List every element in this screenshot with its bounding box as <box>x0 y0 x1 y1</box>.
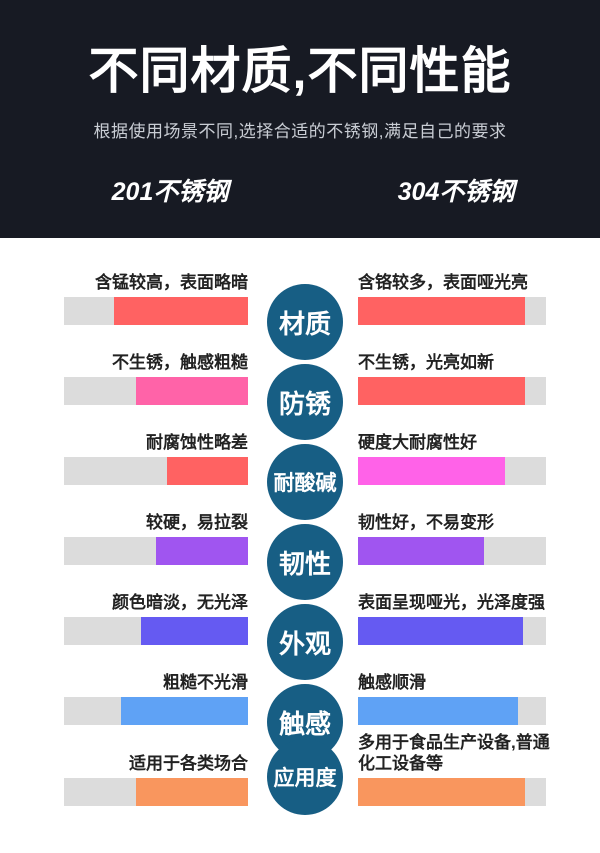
row-material: 含锰较高，表面略暗 材质 含铬较多，表面哑光亮 <box>0 250 600 360</box>
row-toughness: 较硬，易拉裂 韧性 韧性好，不易变形 <box>0 490 600 600</box>
left-bar-track <box>64 377 248 405</box>
left-bar-fill <box>156 537 248 565</box>
column-header-201: 201不锈钢 <box>111 178 229 206</box>
right-bar-fill <box>358 377 526 405</box>
right-cell: 表面呈现哑光，光泽度强 <box>350 592 600 645</box>
left-bar-fill <box>121 697 248 725</box>
left-description: 适用于各类场合 <box>129 753 248 773</box>
right-bar-track <box>358 617 546 645</box>
left-cell: 不生锈，触感粗糙 <box>0 352 250 405</box>
left-cell: 耐腐蚀性略差 <box>0 432 250 485</box>
right-cell: 韧性好，不易变形 <box>350 512 600 565</box>
comparison-rows: 含锰较高，表面略暗 材质 含铬较多，表面哑光亮 不生锈，触感粗糙 <box>0 238 600 815</box>
right-bar-track <box>358 457 546 485</box>
column-headers: 201不锈钢 304不锈钢 <box>0 172 600 212</box>
left-bar-track <box>64 697 248 725</box>
right-cell: 触感顺滑 <box>350 672 600 725</box>
row-rustproof: 不生锈，触感粗糙 防锈 不生锈，光亮如新 <box>0 330 600 440</box>
property-circle: 外观 <box>267 604 343 680</box>
right-bar-fill <box>358 778 526 806</box>
left-description: 粗糙不光滑 <box>163 672 248 692</box>
left-cell: 含锰较高，表面略暗 <box>0 272 250 325</box>
left-description: 不生锈，触感粗糙 <box>112 352 248 372</box>
right-bar-track <box>358 778 546 806</box>
right-bar-track <box>358 697 546 725</box>
right-description: 含铬较多，表面哑光亮 <box>358 272 528 292</box>
right-description: 韧性好，不易变形 <box>358 512 494 532</box>
left-bar-track <box>64 778 248 806</box>
right-description: 多用于食品生产设备,普通化工设备等 <box>358 732 550 773</box>
left-bar-track <box>64 537 248 565</box>
right-bar-track <box>358 377 546 405</box>
column-header-304: 304不锈钢 <box>397 178 515 206</box>
left-bar-track <box>64 617 248 645</box>
left-description: 耐腐蚀性略差 <box>146 432 248 452</box>
left-bar-track <box>64 297 248 325</box>
right-description: 触感顺滑 <box>358 672 426 692</box>
row-touch: 粗糙不光滑 触感 触感顺滑 <box>0 650 600 760</box>
left-cell: 颜色暗淡，无光泽 <box>0 592 250 645</box>
right-cell: 多用于食品生产设备,普通化工设备等 <box>350 732 600 806</box>
property-circle: 防锈 <box>267 364 343 440</box>
right-description: 不生锈，光亮如新 <box>358 352 494 372</box>
left-bar-fill <box>167 457 248 485</box>
left-bar-fill <box>135 377 248 405</box>
right-bar-fill <box>358 697 518 725</box>
right-bar-fill <box>358 537 484 565</box>
left-bar-fill <box>135 778 248 806</box>
header-banner: 不同材质,不同性能 根据使用场景不同,选择合适的不锈钢,满足自己的要求 201不… <box>0 0 600 238</box>
right-cell: 含铬较多，表面哑光亮 <box>350 272 600 325</box>
property-circle: 材质 <box>267 284 343 360</box>
left-cell: 适用于各类场合 <box>0 753 250 806</box>
right-bar-fill <box>358 457 505 485</box>
right-description: 硬度大耐腐性好 <box>358 432 477 452</box>
right-cell: 不生锈，光亮如新 <box>350 352 600 405</box>
row-appearance: 颜色暗淡，无光泽 外观 表面呈现哑光，光泽度强 <box>0 570 600 680</box>
row-application: 适用于各类场合 应用度 多用于食品生产设备,普通化工设备等 <box>0 730 600 815</box>
left-description: 较硬，易拉裂 <box>146 512 248 532</box>
left-description: 颜色暗淡，无光泽 <box>112 592 248 612</box>
page-subtitle: 根据使用场景不同,选择合适的不锈钢,满足自己的要求 <box>93 122 507 141</box>
right-bar-track <box>358 537 546 565</box>
property-circle: 韧性 <box>267 524 343 600</box>
property-circle: 应用度 <box>267 739 343 815</box>
right-cell: 硬度大耐腐性好 <box>350 432 600 485</box>
page-title: 不同材质,不同性能 <box>88 43 512 99</box>
right-bar-track <box>358 297 546 325</box>
right-description: 表面呈现哑光，光泽度强 <box>358 592 545 612</box>
left-description: 含锰较高，表面略暗 <box>95 272 248 292</box>
left-bar-fill <box>141 617 248 645</box>
right-bar-fill <box>358 617 524 645</box>
property-circle: 耐酸碱 <box>267 444 343 520</box>
left-bar-track <box>64 457 248 485</box>
row-acid-alkali: 耐腐蚀性略差 耐酸碱 硬度大耐腐性好 <box>0 410 600 520</box>
left-bar-fill <box>113 297 248 325</box>
right-bar-fill <box>358 297 526 325</box>
left-cell: 较硬，易拉裂 <box>0 512 250 565</box>
left-cell: 粗糙不光滑 <box>0 672 250 725</box>
